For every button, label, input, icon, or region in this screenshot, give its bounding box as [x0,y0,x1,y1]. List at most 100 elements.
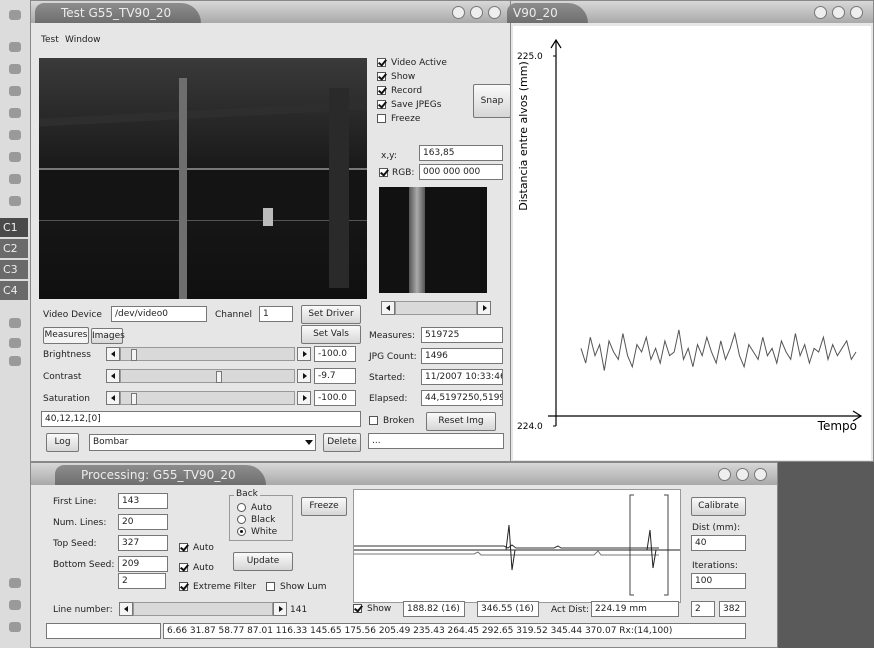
radio[interactable] [237,515,246,524]
option-checkbox[interactable] [377,114,386,123]
rgb-field[interactable]: 000 000 000 [419,164,503,180]
spinner[interactable]: 2 [118,573,166,589]
count-field[interactable]: 382 [719,601,746,617]
set-driver-button[interactable]: Set Driver [301,305,361,324]
slider-value[interactable]: -100.0 [314,390,356,406]
radio[interactable] [237,503,246,512]
count-field[interactable]: 2 [691,601,715,617]
tool-icon[interactable] [9,130,21,140]
snap-button[interactable]: Snap [473,84,511,118]
slider-left[interactable] [106,369,120,383]
tool-icon[interactable] [9,42,21,52]
slider-thumb[interactable] [216,371,222,383]
tab[interactable]: Images [91,328,125,344]
field-value[interactable]: 143 [118,493,168,509]
act-dist-field[interactable]: 224.19 mm [591,601,679,617]
dist-field[interactable]: 40 [691,535,746,551]
close-button[interactable] [850,6,863,19]
slider-track[interactable] [120,391,295,405]
slider-left[interactable] [119,602,133,616]
field-value[interactable]: 20 [118,514,168,530]
slider-right[interactable] [297,369,311,383]
tool-icon[interactable] [9,338,21,348]
field-value[interactable]: 209 [118,556,168,572]
checkbox[interactable] [179,543,188,552]
action-combo[interactable]: Bombar [89,434,316,451]
slider-left[interactable] [106,391,120,405]
scroll-left[interactable] [381,301,395,315]
close-button[interactable] [488,6,501,19]
channel-key[interactable]: C3 [0,260,28,279]
tool-icon[interactable] [9,86,21,96]
option-checkbox[interactable] [377,58,386,67]
checkbox[interactable] [266,582,275,591]
params-field[interactable]: 40,12,12,[0] [41,411,361,427]
radio[interactable] [237,527,246,536]
slider-track[interactable] [120,369,295,383]
maximize-button[interactable] [832,6,845,19]
tool-icon[interactable] [9,578,21,588]
minimize-button[interactable] [814,6,827,19]
set-vals-button[interactable]: Set Vals [301,325,361,344]
slider-right[interactable] [297,391,311,405]
tool-icon[interactable] [9,64,21,74]
combo-arrow[interactable] [302,435,316,449]
channel-key[interactable]: C2 [0,239,28,258]
slider-track[interactable] [133,602,273,616]
slider-thumb[interactable] [131,393,137,405]
tool-icon[interactable] [9,600,21,610]
slider-left[interactable] [106,347,120,361]
device-field[interactable]: /dev/video0 [111,306,207,322]
checkbox[interactable] [179,582,188,591]
slider-value[interactable]: -9.7 [314,368,356,384]
tool-icon[interactable] [9,622,21,632]
tool-icon[interactable] [9,196,21,206]
log-button[interactable]: Log [46,433,79,452]
iterations-field[interactable]: 100 [691,573,746,589]
slider-track[interactable] [120,347,295,361]
minimize-button[interactable] [718,468,731,481]
slider-thumb[interactable] [131,349,137,361]
stat-label: Measures: [369,331,415,341]
slider-value[interactable]: -100.0 [314,346,356,362]
slider-right[interactable] [273,602,287,616]
maximize-button[interactable] [736,468,749,481]
tool-icon[interactable] [9,152,21,162]
delete-button[interactable]: Delete [323,433,361,452]
slider-right[interactable] [297,347,311,361]
close-button[interactable] [754,468,767,481]
rgb-checkbox[interactable] [379,168,388,177]
channel-key[interactable]: C1 [0,218,28,237]
option-checkbox[interactable] [377,100,386,109]
calibrate-button[interactable]: Calibrate [691,497,746,516]
tool-icon[interactable] [9,318,21,328]
minimize-button[interactable] [452,6,465,19]
option-checkbox[interactable] [377,86,386,95]
tool-icon[interactable] [9,108,21,118]
maximize-button[interactable] [470,6,483,19]
xy-field[interactable]: 163,85 [419,145,503,161]
checkbox[interactable] [179,563,188,572]
freeze-button[interactable]: Freeze [301,497,347,516]
window-title: Processing: G55_TV90_20 [55,465,266,485]
menu-item[interactable]: Window [65,35,101,45]
field-value[interactable]: 327 [118,535,168,551]
scroll-right[interactable] [477,301,491,315]
menu-item[interactable]: Test [41,35,59,45]
left-edge-field[interactable]: 188.82 (16) [403,601,465,617]
tool-icon[interactable] [9,356,21,366]
tool-icon[interactable] [9,10,21,20]
option-checkbox[interactable] [377,72,386,81]
channel-field[interactable]: 1 [259,306,293,322]
capture-window: Test G55_TV90_20 Test Window Video Activ… [30,0,512,462]
path-field[interactable]: ... [368,433,504,449]
update-button[interactable]: Update [233,552,293,571]
broken-checkbox[interactable] [369,416,378,425]
tool-icon[interactable] [9,174,21,184]
scroll-track[interactable] [395,301,477,315]
channel-key[interactable]: C4 [0,281,28,300]
reset-button[interactable]: Reset Img [426,412,496,431]
tab[interactable]: Measures [43,327,89,344]
show-checkbox[interactable] [353,604,362,613]
right-edge-field[interactable]: 346.55 (16) [477,601,539,617]
